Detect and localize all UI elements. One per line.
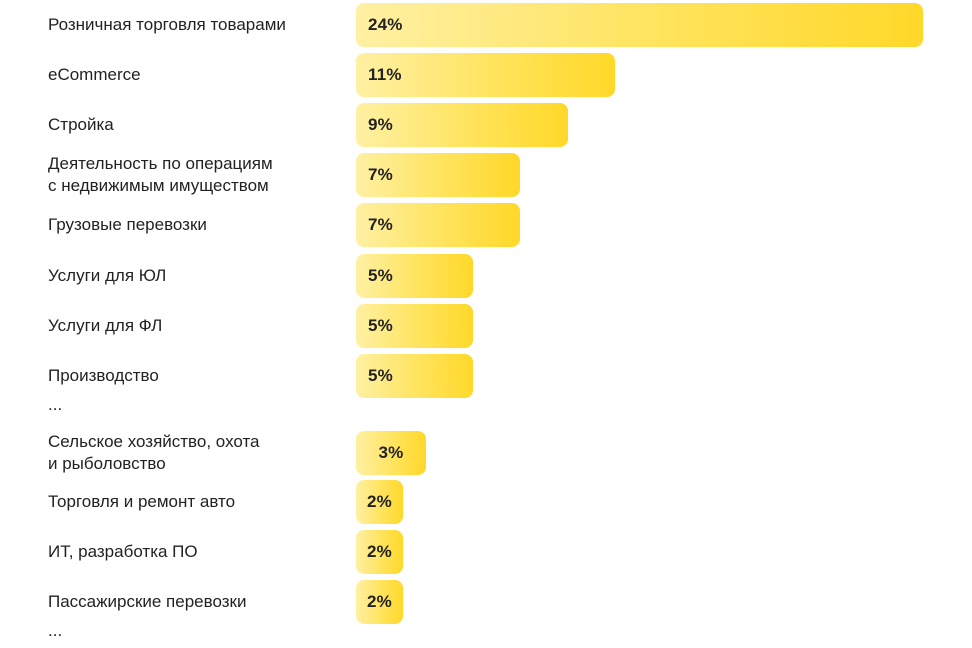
category-label-text-line2: и рыболовство [48,454,166,473]
bar: 11% [356,53,615,97]
bar-value: 7% [368,165,393,184]
category-label-text: Сельское хозяйство, охота [48,432,260,451]
bar: 9% [356,103,568,147]
category-label-text: Деятельность по операциям [48,154,273,173]
chart-row: Услуги для ЮЛ 5% [0,254,972,298]
ellipsis-gap: ... [48,395,63,414]
bar-value: 5% [368,316,393,335]
category-label: ИТ, разработка ПО [48,530,338,574]
bar: 2% [356,580,403,624]
bar-value: 5% [368,366,393,385]
chart-row: Пассажирские перевозки 2% [0,580,972,624]
category-label: Услуги для ЮЛ [48,254,338,298]
bar-value: 3% [378,443,404,462]
chart-row: Деятельность по операциям с недвижимым и… [0,153,972,197]
chart-row: Розничная торговля товарами 24% [0,3,972,47]
bar: 2% [356,530,403,574]
chart-row: Стройка 9% [0,103,972,147]
bar: 7% [356,153,520,197]
category-label: Производство [48,354,338,398]
category-label: Деятельность по операциям с недвижимым и… [48,153,338,197]
bar-value: 7% [368,215,393,234]
chart-row: Производство 5% [0,354,972,398]
category-label: Розничная торговля товарами [48,3,338,47]
category-label: Услуги для ФЛ [48,304,338,348]
bar-value: 2% [367,592,392,611]
bar-value: 24% [368,15,403,34]
bar: 7% [356,203,520,247]
bar: 5% [356,304,473,348]
category-label: Грузовые перевозки [48,203,338,247]
ellipsis-end: ... [48,621,63,640]
category-label-text: Грузовые перевозки [48,215,207,234]
bar-value: 9% [368,115,393,134]
category-label-text: eCommerce [48,65,141,84]
bar-value: 11% [368,65,402,84]
category-label-text: Производство [48,366,159,385]
chart-row: Грузовые перевозки 7% [0,203,972,247]
category-label-text: Стройка [48,115,114,134]
chart-row: Услуги для ФЛ 5% [0,304,972,348]
bar-value: 5% [368,266,393,285]
category-label: Сельское хозяйство, охота и рыболовство [48,431,338,475]
category-label: Пассажирские перевозки [48,580,338,624]
category-label: Торговля и ремонт авто [48,480,338,524]
bar: 5% [356,354,473,398]
bar: 24% [356,3,923,47]
category-label-text: Услуги для ЮЛ [48,266,167,285]
category-label: Стройка [48,103,338,147]
category-label-text: Услуги для ФЛ [48,316,163,335]
chart-row: Торговля и ремонт авто 2% [0,480,972,524]
category-label-text-line2: с недвижимым имуществом [48,176,269,195]
category-label-text: Торговля и ремонт авто [48,492,236,511]
chart-row: eCommerce 11% [0,53,972,97]
bar-value: 2% [367,542,392,561]
bar: 5% [356,254,473,298]
bar: 3% [356,431,426,475]
chart-row: Сельское хозяйство, охота и рыболовство … [0,431,972,475]
bar: 2% [356,480,403,524]
chart-row: ИТ, разработка ПО 2% [0,530,972,574]
category-label-text: ИТ, разработка ПО [48,542,198,561]
category-label-text: Розничная торговля товарами [48,15,286,34]
bar-value: 2% [367,492,392,511]
category-label: eCommerce [48,53,338,97]
category-label-text: Пассажирские перевозки [48,592,247,611]
